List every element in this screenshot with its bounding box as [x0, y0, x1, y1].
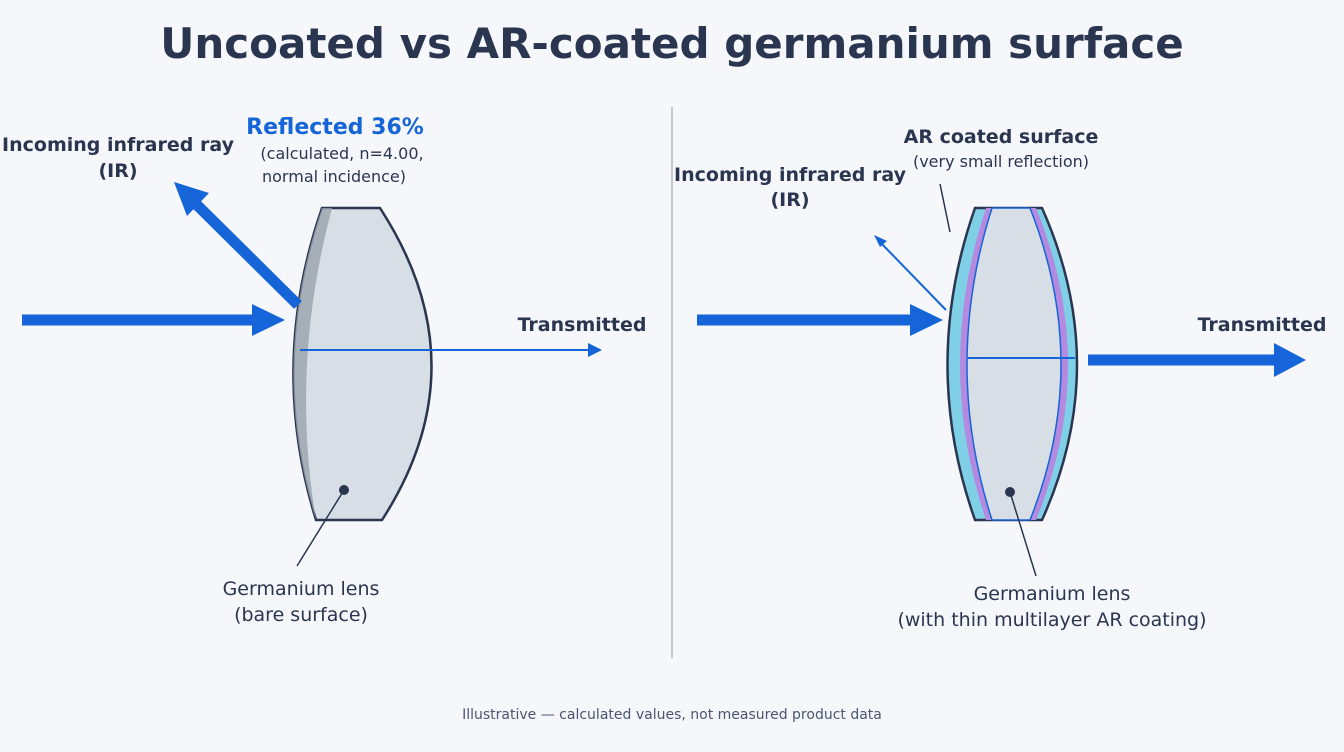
transmitted-label: Transmitted [1198, 314, 1327, 336]
incoming-label: (IR) [770, 189, 809, 211]
footer: Illustrative — calculated values, not me… [462, 707, 882, 723]
left-arrows [22, 182, 602, 357]
coating-note: (very small reflection) [913, 152, 1089, 171]
incoming-label: Incoming infrared ray [674, 164, 907, 186]
left-lens [292, 206, 433, 567]
lens-label: Germanium lens [974, 583, 1131, 605]
coating-label: AR coated surface [904, 126, 1099, 148]
right-lens [939, 183, 1079, 577]
incoming-label: Incoming infrared ray [2, 134, 235, 156]
right-arrows [697, 235, 1306, 377]
reflected-label: Reflected 36% [246, 115, 424, 140]
title: Uncoated vs AR-coated germanium surface [160, 19, 1184, 68]
reflected-note: (calculated, n=4.00, [260, 144, 423, 163]
reflected-note: normal incidence) [262, 167, 406, 186]
transmitted-label: Transmitted [518, 314, 647, 336]
lens-label: Germanium lens [223, 578, 380, 600]
incoming-label: (IR) [98, 160, 137, 182]
lens-label: (with thin multilayer AR coating) [897, 609, 1206, 631]
lens-label: (bare surface) [234, 604, 368, 626]
